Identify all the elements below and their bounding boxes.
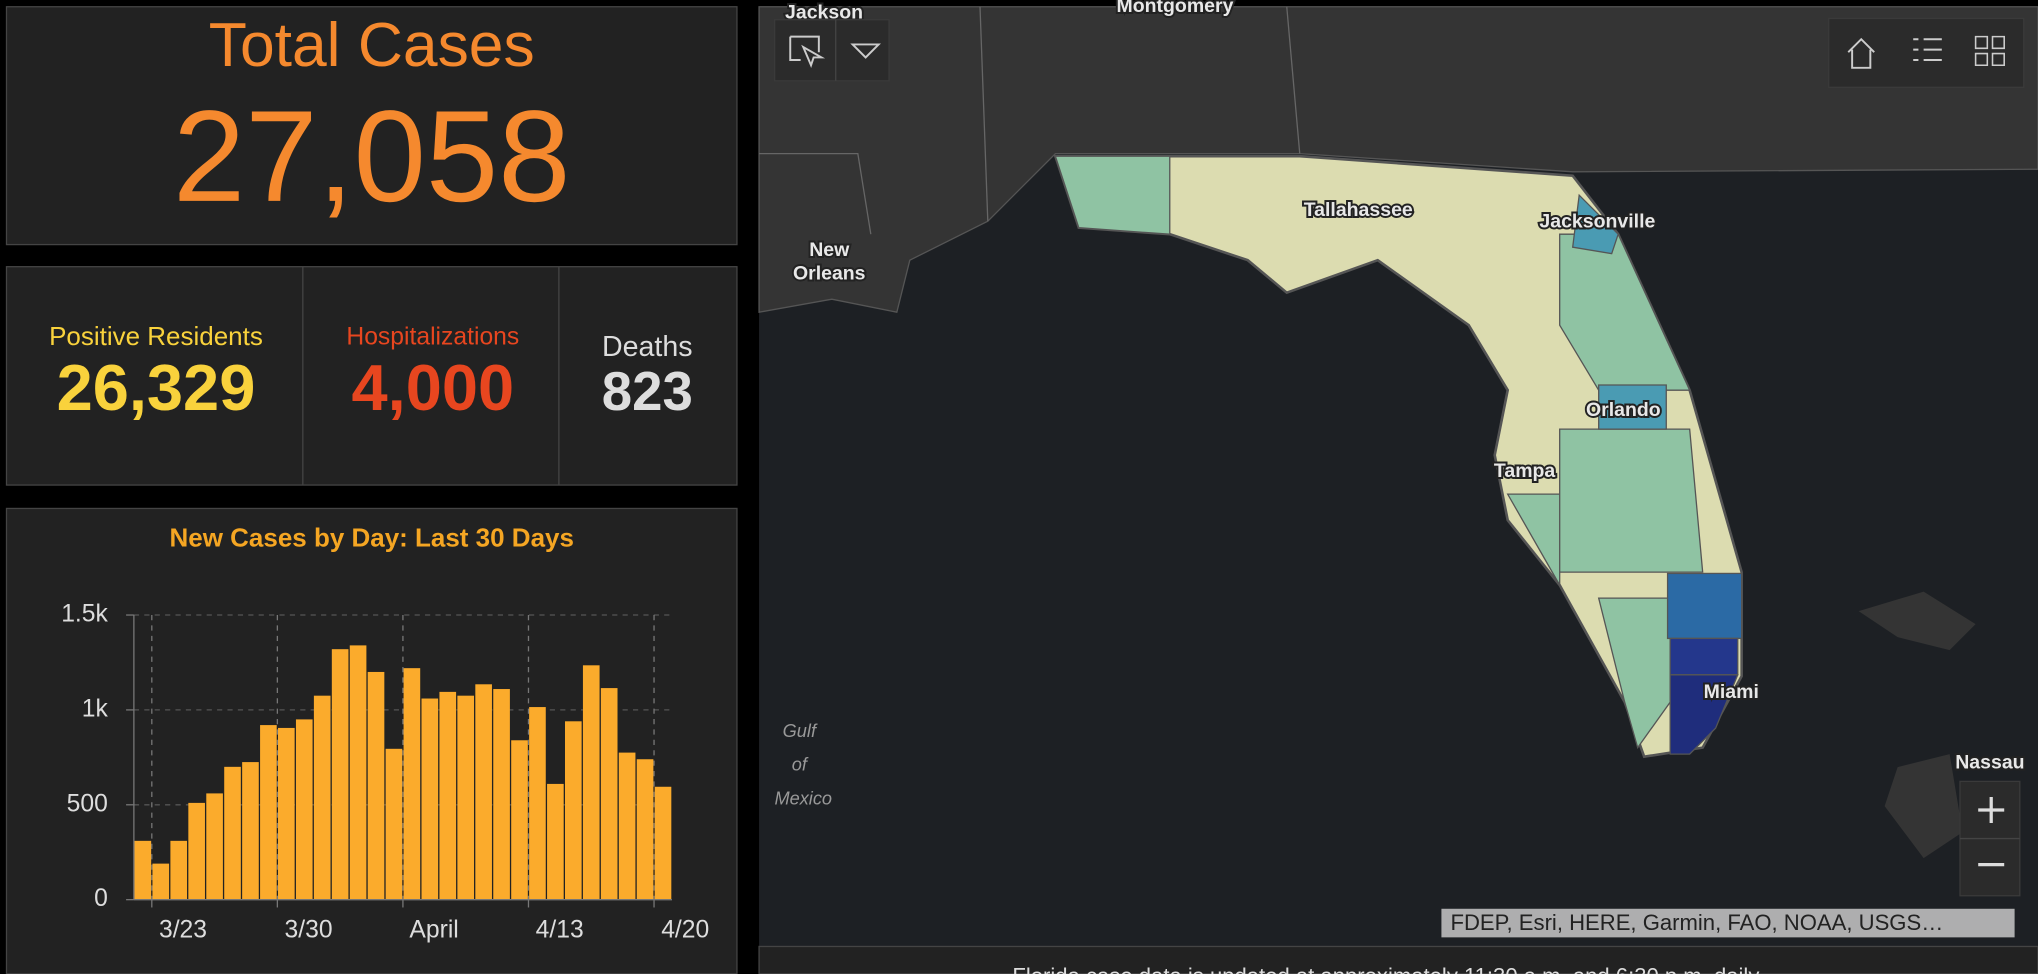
bar [367,671,385,900]
stat-label: Deaths [602,331,693,363]
stat-value: 4,000 [352,351,515,424]
stat-label: Hospitalizations [346,324,519,351]
chart-title: New Cases by Day: Last 30 Days [170,522,574,552]
gulf-label: of [792,755,809,775]
gulf-label: Gulf [783,721,818,741]
home-icon[interactable] [1847,37,1875,69]
bar [242,762,259,900]
stat-value: 26,329 [57,351,256,424]
bar [439,691,457,900]
bar [349,645,367,900]
bar [564,721,582,900]
map-tools[interactable] [1828,17,2025,88]
bar [206,793,223,900]
bar [134,840,152,900]
islands [1858,591,1976,859]
stat-value: 823 [602,361,693,422]
dropdown-icon [850,43,881,59]
x-tick-label: 4/13 [536,916,584,943]
x-tick-label: 3/30 [285,916,333,943]
bar [260,725,277,900]
total-value: 27,058 [173,83,571,229]
bar [278,727,295,900]
attribution-box [1441,908,2015,938]
x-tick-label: 3/23 [159,916,207,943]
bar-chart: 0 500 1k 1.5k 3/23 3/30 April 4/13 4/20 [61,601,709,944]
map-label: Nassau [1955,751,2024,773]
bar [636,759,654,900]
county-broward [1669,637,1739,676]
bar [385,748,403,900]
select-tool[interactable] [773,19,890,82]
bar [313,695,331,900]
map: Jackson Montgomery New Orleans Tallahass… [758,0,2038,974]
county-palm-beach [1666,572,1743,640]
land [758,6,2038,313]
bar [403,668,421,900]
attribution: FDEP, Esri, HERE, Garmin, FAO, NOAA, USG… [1451,910,1944,935]
select-icon [789,35,826,68]
bar [457,695,475,900]
stats-panel [5,266,738,486]
bar [493,689,510,900]
map-label: Orleans [793,263,866,285]
state-borders [759,6,1301,235]
bar [654,786,672,900]
stat-label: Positive Residents [49,321,263,351]
bar [547,783,564,900]
bar [421,698,439,900]
bar [170,840,188,900]
basemap-icon[interactable] [1974,35,2005,67]
y-tick-label: 0 [94,885,108,912]
legend-icon[interactable] [1913,38,1942,62]
tool-widget[interactable] [1828,17,2025,88]
map-label: Tampa [1494,460,1556,482]
counties-high [1571,193,1667,430]
total-title: Total Cases [209,11,535,80]
bar [188,802,205,900]
county-miami-dade [1669,674,1739,755]
gulf-label: Mexico [774,788,832,808]
x-tick-label: 4/20 [661,916,709,943]
zoom-control[interactable] [1959,780,2021,897]
map-label: Tallahassee [1304,199,1413,221]
bar [331,649,349,900]
map-label: New [809,239,850,261]
total-panel [5,6,738,246]
bar [529,707,546,900]
bar [582,665,600,900]
map-label: Jackson [785,1,863,23]
y-tick-label: 1k [82,695,109,722]
bar [152,863,170,900]
map-label: Miami [1704,681,1759,703]
map-label: Montgomery [1117,0,1234,17]
bar [224,766,241,900]
y-tick-label: 500 [67,790,108,817]
x-tick-label: April [409,916,458,943]
zoom-in[interactable] [1978,796,2005,823]
bar [618,752,636,900]
footer-text: Florida case data is updated at approxim… [1012,963,1764,974]
bar [511,740,528,900]
bar [600,688,618,900]
bar [475,684,492,900]
map-label: Jacksonville [1539,211,1655,233]
select-widget[interactable] [773,19,890,82]
y-tick-label: 1.5k [61,601,108,628]
map-label: Orlando [1586,399,1661,421]
bar [295,719,313,900]
